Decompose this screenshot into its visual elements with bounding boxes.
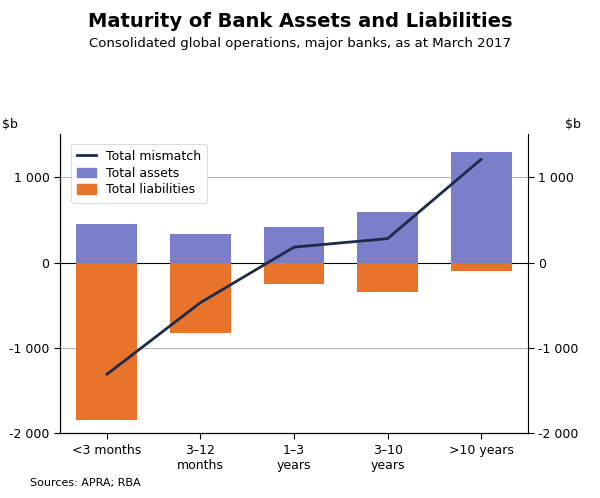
Bar [76,224,137,262]
Bar [170,262,231,333]
Total mismatch [103,372,110,377]
Bar [357,262,418,291]
Legend: Total mismatch, Total assets, Total liabilities: Total mismatch, Total assets, Total liab… [71,144,208,203]
Text: $b: $b [565,119,581,131]
Bar [170,235,231,262]
Bar [263,262,325,284]
Total mismatch [478,156,485,162]
Total mismatch [290,244,298,250]
Bar [451,151,512,262]
Line: Total mismatch: Total mismatch [107,159,481,374]
Bar [263,227,325,262]
Text: Sources: APRA; RBA: Sources: APRA; RBA [30,478,140,488]
Text: Consolidated global operations, major banks, as at March 2017: Consolidated global operations, major ba… [89,37,511,50]
Text: $b: $b [2,119,18,131]
Bar [451,262,512,271]
Bar [357,212,418,262]
Text: Maturity of Bank Assets and Liabilities: Maturity of Bank Assets and Liabilities [88,12,512,31]
Total mismatch [384,236,391,242]
Total mismatch [197,300,204,306]
Bar [76,262,137,420]
